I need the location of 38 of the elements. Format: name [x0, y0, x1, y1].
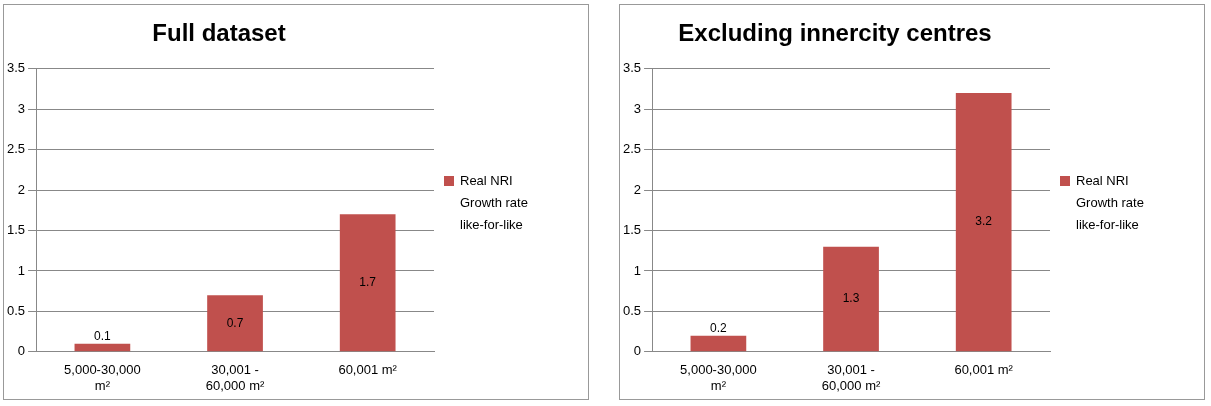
- data-label: 3.2: [975, 214, 993, 229]
- x-tick-label: 5,000-30,000 m²: [64, 362, 141, 393]
- x-tick-label: 5,000-30,000 m²: [680, 362, 757, 393]
- data-label: 1.3: [842, 291, 860, 306]
- bar: [823, 246, 879, 352]
- data-label: 0.2: [710, 320, 728, 335]
- chart-title: Full dataset: [152, 19, 286, 47]
- y-tick-label: 0.5: [6, 302, 26, 318]
- y-tick-label: 1.5: [622, 222, 642, 238]
- y-tick-label: 2: [633, 181, 642, 197]
- y-tick-label: 3.5: [6, 60, 26, 76]
- chart-title: Excluding innercity centres: [678, 19, 992, 47]
- bar: [690, 335, 747, 352]
- bar: [339, 214, 396, 352]
- legend-label: Real NRI Growth rate like-for-like: [1076, 172, 1145, 234]
- bar: [207, 295, 263, 352]
- y-tick-label: 1.5: [6, 222, 26, 238]
- x-tick-label: 60,001 m²: [338, 362, 398, 378]
- x-tick-label: 30,001 - 60,000 m²: [205, 362, 265, 393]
- y-tick-label: 0: [17, 343, 26, 359]
- legend-label: Real NRI Growth rate like-for-like: [460, 172, 529, 234]
- y-tick-label: 2.5: [6, 141, 26, 157]
- y-tick-label: 3: [17, 100, 26, 116]
- y-tick-label: 0: [633, 343, 642, 359]
- bar: [74, 343, 131, 352]
- data-label: 0.7: [226, 315, 244, 330]
- y-tick-label: 3.5: [622, 60, 642, 76]
- data-label: 1.7: [359, 275, 377, 290]
- x-tick-label: 30,001 - 60,000 m²: [821, 362, 881, 393]
- y-tick-label: 0.5: [622, 302, 642, 318]
- y-tick-label: 1: [17, 262, 26, 278]
- y-tick-label: 1: [633, 262, 642, 278]
- y-tick-label: 2: [17, 181, 26, 197]
- y-tick-label: 3: [633, 100, 642, 116]
- y-tick-label: 2.5: [622, 141, 642, 157]
- bar: [955, 93, 1012, 352]
- x-tick-label: 60,001 m²: [954, 362, 1014, 378]
- data-label: 0.1: [94, 329, 112, 344]
